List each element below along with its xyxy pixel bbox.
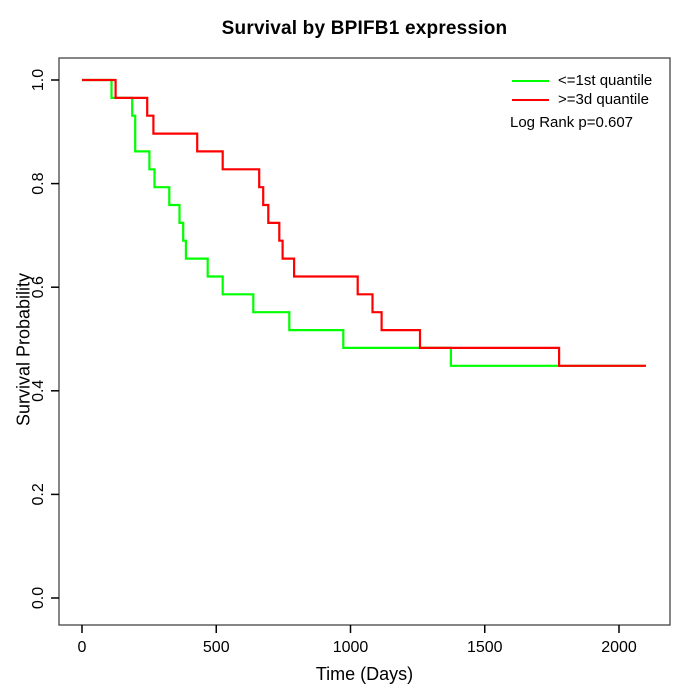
survival-curve-red	[82, 78, 646, 367]
x-tick-label: 2000	[601, 639, 637, 656]
legend-item-third-quantile: >=3d quantile	[512, 90, 652, 109]
plot-box	[58, 57, 671, 626]
y-tick-label: 0.8	[30, 172, 47, 194]
x-axis-label: Time (Days)	[315, 664, 414, 684]
survival-curve-green	[82, 78, 646, 367]
y-tick-label: 0.0	[30, 587, 47, 609]
legend-item-first-quantile: <=1st quantile	[512, 71, 652, 90]
y-tick-label: 0.6	[30, 276, 47, 298]
legend-label: <=1st quantile	[558, 72, 653, 89]
chart-title: Survival by BPIFB1 expression	[221, 18, 508, 39]
y-tick-label: 1.0	[30, 69, 47, 91]
legend-line-green-icon	[512, 79, 549, 82]
x-tick-label: 0	[78, 639, 87, 656]
legend-label: >=3d quantile	[558, 91, 649, 108]
x-tick-label: 500	[203, 639, 230, 656]
log-rank-pvalue: Log Rank p=0.607	[510, 114, 634, 131]
legend: <=1st quantile >=3d quantile	[512, 71, 652, 109]
x-tick-label: 1500	[467, 639, 503, 656]
y-tick-label: 0.2	[30, 483, 47, 505]
y-tick-label: 0.4	[30, 380, 47, 402]
x-tick-label: 1000	[333, 639, 369, 656]
legend-line-red-icon	[512, 98, 549, 101]
